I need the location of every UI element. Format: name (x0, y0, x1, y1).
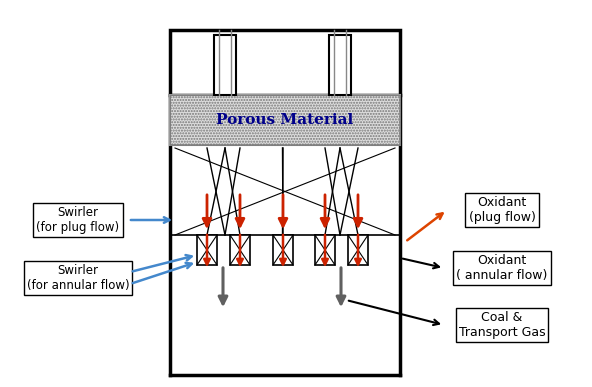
Bar (329, 35, 351, 95)
Bar (170, 30, 400, 95)
Bar (273, 235, 293, 265)
Bar (170, 95, 400, 145)
Bar (197, 235, 217, 265)
Bar (230, 235, 250, 265)
Text: Oxidant
(plug flow): Oxidant (plug flow) (468, 196, 535, 224)
Text: Oxidant
( annular flow): Oxidant ( annular flow) (456, 254, 548, 282)
Bar (170, 95, 400, 145)
Text: Porous Material: Porous Material (216, 113, 353, 127)
Text: Swirler
(for plug flow): Swirler (for plug flow) (37, 206, 120, 234)
Text: Swirler
(for annular flow): Swirler (for annular flow) (27, 264, 129, 292)
Bar (214, 35, 236, 95)
Bar (315, 235, 335, 265)
Text: Coal &
Transport Gas: Coal & Transport Gas (459, 311, 545, 339)
Bar (348, 235, 368, 265)
